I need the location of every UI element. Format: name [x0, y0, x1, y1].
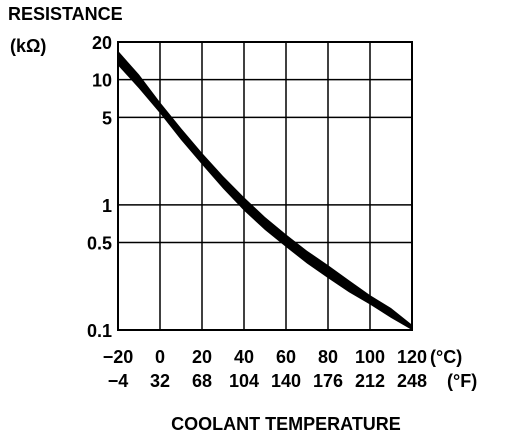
- x-tick-label-fahrenheit: 140: [271, 371, 301, 391]
- y-axis-title-line-1: RESISTANCE: [8, 4, 123, 24]
- x-tick-labels-celsius: −20 0 20 40 60 80 100 120: [103, 347, 427, 367]
- x-tick-label-celsius: 100: [355, 347, 385, 367]
- x-tick-label-fahrenheit: 32: [150, 371, 170, 391]
- x-tick-label-fahrenheit: 248: [397, 371, 427, 391]
- plot-frame: [117, 41, 413, 331]
- x-tick-label-celsius: 120: [397, 347, 427, 367]
- y-tick-label: 0.1: [87, 321, 112, 341]
- x-tick-labels-fahrenheit: −4 32 68 104 140 176 212 248: [108, 371, 427, 391]
- y-tick-label: 5: [102, 108, 112, 128]
- grid: [117, 41, 413, 331]
- x-tick-label-fahrenheit: 68: [192, 371, 212, 391]
- y-axis-title-line-2: (kΩ): [10, 36, 46, 56]
- y-tick-label: 20: [92, 33, 112, 53]
- y-tick-label: 10: [92, 71, 112, 91]
- x-axis-title: COOLANT TEMPERATURE: [171, 414, 401, 434]
- x-tick-label-celsius: −20: [103, 347, 134, 367]
- resistance-band: [118, 50, 412, 331]
- x-tick-label-celsius: 0: [155, 347, 165, 367]
- x-tick-label-fahrenheit: −4: [108, 371, 129, 391]
- y-tick-labels: 0.1 0.5 1 5 10 20: [87, 33, 112, 341]
- x-unit-fahrenheit: (°F): [447, 371, 477, 391]
- x-tick-label-fahrenheit: 212: [355, 371, 385, 391]
- x-tick-label-celsius: 60: [276, 347, 296, 367]
- x-unit-celsius: (°C): [430, 347, 462, 367]
- x-tick-label-celsius: 20: [192, 347, 212, 367]
- x-tick-label-celsius: 80: [318, 347, 338, 367]
- y-tick-label: 0.5: [87, 234, 112, 254]
- x-tick-label-fahrenheit: 104: [229, 371, 259, 391]
- x-tick-label-celsius: 40: [234, 347, 254, 367]
- y-tick-label: 1: [102, 196, 112, 216]
- x-tick-label-fahrenheit: 176: [313, 371, 343, 391]
